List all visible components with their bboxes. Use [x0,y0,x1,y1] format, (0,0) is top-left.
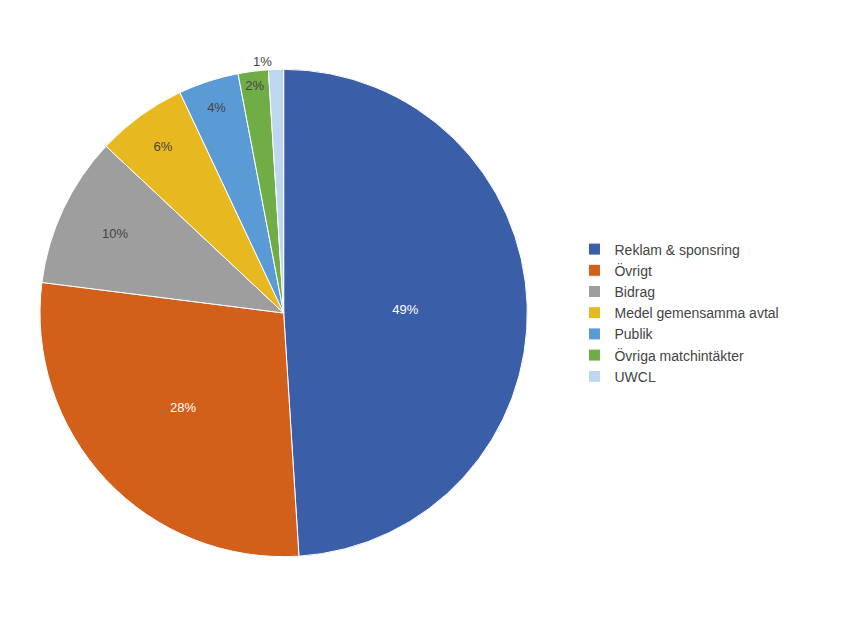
svg-text:49%: 49% [392,302,418,317]
svg-text:Publik: Publik [614,326,653,342]
svg-text:10%: 10% [102,226,128,241]
svg-text:4%: 4% [207,100,226,115]
svg-text:Reklam & sponsring: Reklam & sponsring [614,242,739,258]
svg-text:6%: 6% [153,139,172,154]
svg-text:1%: 1% [253,54,272,69]
svg-text:Övriga matchintäkter: Övriga matchintäkter [614,347,743,364]
svg-text:Medel gemensamma avtal: Medel gemensamma avtal [614,305,778,321]
svg-text:Övrigt: Övrigt [614,262,651,279]
svg-text:UWCL: UWCL [614,369,655,385]
svg-text:2%: 2% [245,78,264,93]
svg-text:Bidrag: Bidrag [614,284,654,300]
svg-text:28%: 28% [170,400,196,415]
